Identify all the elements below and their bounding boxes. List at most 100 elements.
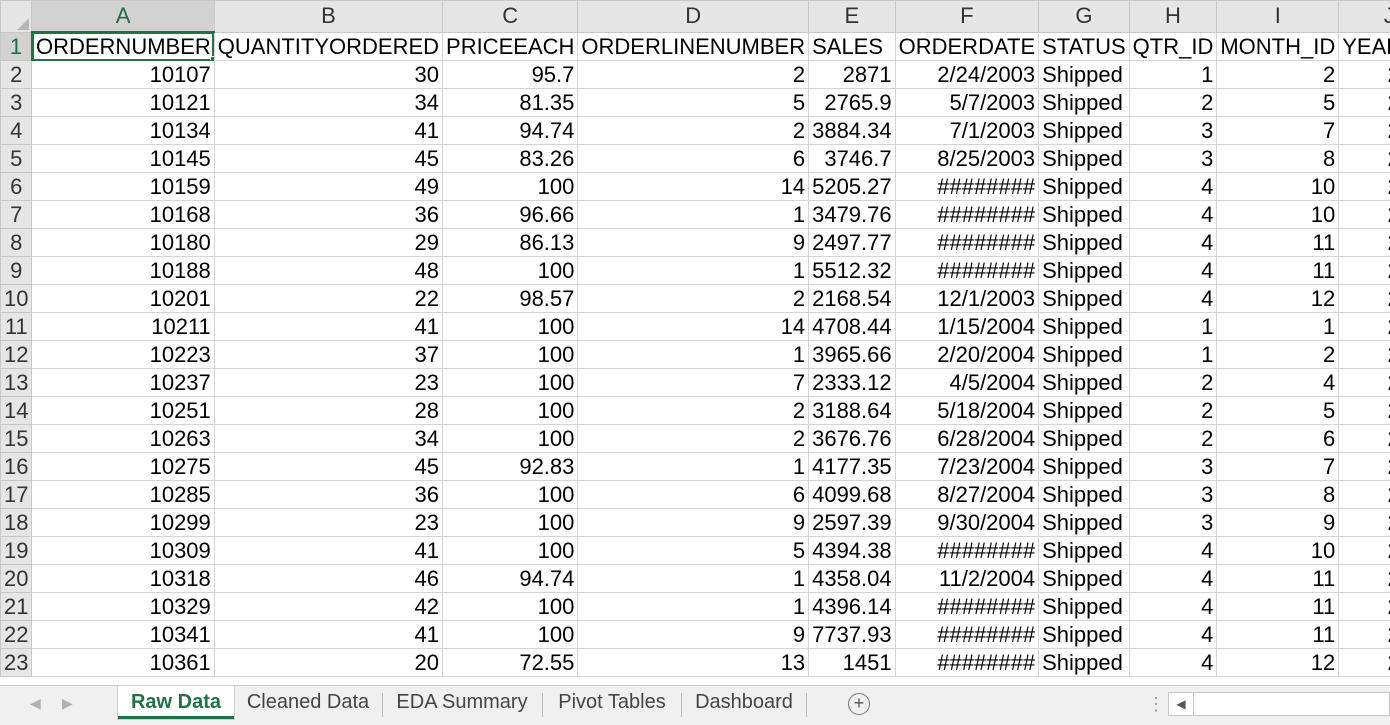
- data-cell[interactable]: 4: [1128, 620, 1218, 649]
- data-cell[interactable]: 3965.66: [808, 340, 896, 369]
- data-cell[interactable]: 100: [442, 620, 579, 649]
- row-header[interactable]: 4: [0, 116, 33, 145]
- column-header-e[interactable]: E: [808, 0, 896, 33]
- data-cell[interactable]: 10223: [31, 340, 215, 369]
- data-cell[interactable]: ########: [894, 536, 1040, 565]
- data-cell[interactable]: 23: [213, 368, 444, 397]
- data-cell[interactable]: 2004: [1338, 508, 1390, 537]
- row-header[interactable]: 6: [0, 172, 33, 201]
- data-cell[interactable]: Shipped: [1038, 424, 1130, 453]
- data-cell[interactable]: 1: [577, 200, 810, 229]
- data-cell[interactable]: 3188.64: [808, 396, 896, 425]
- data-cell[interactable]: 2004: [1338, 452, 1390, 481]
- data-cell[interactable]: 34: [213, 88, 444, 117]
- data-cell[interactable]: 2765.9: [808, 88, 896, 117]
- data-cell[interactable]: 2004: [1338, 424, 1390, 453]
- data-cell[interactable]: 8/27/2004: [894, 480, 1040, 509]
- data-cell[interactable]: 100: [442, 536, 579, 565]
- data-cell[interactable]: 2/24/2003: [894, 60, 1040, 89]
- data-cell[interactable]: 2: [1128, 88, 1218, 117]
- data-cell[interactable]: 2003: [1338, 88, 1390, 117]
- data-cell[interactable]: 2004: [1338, 396, 1390, 425]
- data-cell[interactable]: 100: [442, 508, 579, 537]
- data-cell[interactable]: Shipped: [1038, 312, 1130, 341]
- tab-eda-summary[interactable]: EDA Summary: [396, 691, 528, 713]
- data-cell[interactable]: 10251: [31, 396, 215, 425]
- row-header[interactable]: 3: [0, 88, 33, 117]
- column-title-cell[interactable]: ORDERNUMBER: [31, 31, 215, 61]
- data-cell[interactable]: 1: [577, 256, 810, 285]
- data-cell[interactable]: 2004: [1338, 648, 1390, 677]
- data-cell[interactable]: 3: [1128, 116, 1218, 145]
- data-cell[interactable]: 6: [577, 144, 810, 173]
- data-cell[interactable]: 4/5/2004: [894, 368, 1040, 397]
- data-cell[interactable]: 12/1/2003: [894, 284, 1040, 313]
- data-cell[interactable]: 1/15/2004: [894, 312, 1040, 341]
- data-cell[interactable]: 5512.32: [808, 256, 896, 285]
- data-cell[interactable]: 2: [577, 396, 810, 425]
- data-cell[interactable]: 100: [442, 396, 579, 425]
- data-cell[interactable]: 3479.76: [808, 200, 896, 229]
- data-cell[interactable]: Shipped: [1038, 116, 1130, 145]
- data-cell[interactable]: 2/20/2004: [894, 340, 1040, 369]
- data-cell[interactable]: 49: [213, 172, 444, 201]
- data-cell[interactable]: 95.7: [442, 60, 579, 89]
- data-cell[interactable]: 10263: [31, 424, 215, 453]
- data-cell[interactable]: 11: [1216, 620, 1340, 649]
- data-cell[interactable]: Shipped: [1038, 480, 1130, 509]
- data-cell[interactable]: 81.35: [442, 88, 579, 117]
- data-cell[interactable]: 46: [213, 564, 444, 593]
- data-cell[interactable]: 2597.39: [808, 508, 896, 537]
- data-cell[interactable]: 4: [1128, 284, 1218, 313]
- data-cell[interactable]: 6: [577, 480, 810, 509]
- data-cell[interactable]: 4: [1128, 648, 1218, 677]
- data-cell[interactable]: Shipped: [1038, 564, 1130, 593]
- data-cell[interactable]: 4: [1128, 256, 1218, 285]
- column-header-f[interactable]: F: [894, 0, 1040, 33]
- data-cell[interactable]: 8: [1216, 480, 1340, 509]
- data-cell[interactable]: 100: [442, 368, 579, 397]
- tab-scroll-right-icon[interactable]: ▶: [62, 695, 73, 711]
- data-cell[interactable]: 36: [213, 200, 444, 229]
- column-title-cell[interactable]: PRICEEACH: [442, 31, 579, 61]
- data-cell[interactable]: 23: [213, 508, 444, 537]
- data-cell[interactable]: 100: [442, 592, 579, 621]
- data-cell[interactable]: 4394.38: [808, 536, 896, 565]
- data-cell[interactable]: 7: [577, 368, 810, 397]
- column-header-j[interactable]: J: [1338, 0, 1390, 33]
- data-cell[interactable]: 7/23/2004: [894, 452, 1040, 481]
- data-cell[interactable]: 10188: [31, 256, 215, 285]
- data-cell[interactable]: 5: [1216, 88, 1340, 117]
- data-cell[interactable]: 8/25/2003: [894, 144, 1040, 173]
- row-header[interactable]: 12: [0, 340, 33, 369]
- data-cell[interactable]: 34: [213, 424, 444, 453]
- data-cell[interactable]: 6/28/2004: [894, 424, 1040, 453]
- data-cell[interactable]: 10134: [31, 116, 215, 145]
- data-cell[interactable]: 4708.44: [808, 312, 896, 341]
- data-cell[interactable]: 2003: [1338, 116, 1390, 145]
- data-cell[interactable]: 2003: [1338, 144, 1390, 173]
- row-header[interactable]: 5: [0, 144, 33, 173]
- data-cell[interactable]: ########: [894, 256, 1040, 285]
- data-cell[interactable]: 9: [577, 620, 810, 649]
- data-cell[interactable]: 1: [1128, 312, 1218, 341]
- data-cell[interactable]: Shipped: [1038, 536, 1130, 565]
- data-cell[interactable]: 100: [442, 172, 579, 201]
- data-cell[interactable]: 4: [1128, 536, 1218, 565]
- data-cell[interactable]: 10201: [31, 284, 215, 313]
- row-header[interactable]: 15: [0, 424, 33, 453]
- data-cell[interactable]: 10211: [31, 312, 215, 341]
- data-cell[interactable]: 1: [577, 340, 810, 369]
- data-cell[interactable]: 12: [1216, 284, 1340, 313]
- data-cell[interactable]: 4: [1216, 368, 1340, 397]
- row-header[interactable]: 14: [0, 396, 33, 425]
- data-cell[interactable]: 10309: [31, 536, 215, 565]
- data-cell[interactable]: 5205.27: [808, 172, 896, 201]
- data-cell[interactable]: 9: [577, 228, 810, 257]
- data-cell[interactable]: 3884.34: [808, 116, 896, 145]
- data-cell[interactable]: 2003: [1338, 60, 1390, 89]
- row-header[interactable]: 10: [0, 284, 33, 313]
- row-header[interactable]: 16: [0, 452, 33, 481]
- tab-dashboard[interactable]: Dashboard: [695, 691, 793, 713]
- data-cell[interactable]: 2004: [1338, 592, 1390, 621]
